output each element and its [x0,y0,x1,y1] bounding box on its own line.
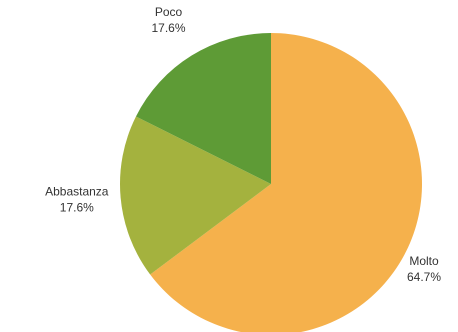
slice-percent-label: 17.6% [151,21,185,35]
slice-category-label: Poco [155,5,183,19]
slice-percent-label: 17.6% [60,201,94,215]
slice-category-label: Molto [409,254,439,268]
pie-slice-abbastanza [120,116,271,275]
pie-slice-poco [135,33,271,184]
slice-percent-label: 64.7% [407,270,441,284]
slice-category-label: Abbastanza [45,185,109,199]
slice-label-molto: Molto 64.7% [407,254,441,284]
pie-slices [120,33,422,332]
slice-label-abbastanza: Abbastanza 17.6% [45,185,109,215]
pie-labels: Molto 64.7% Abbastanza 17.6% Poco 17.6% [45,5,441,284]
slice-label-poco: Poco 17.6% [151,5,185,35]
pie-slice-molto [150,33,422,332]
